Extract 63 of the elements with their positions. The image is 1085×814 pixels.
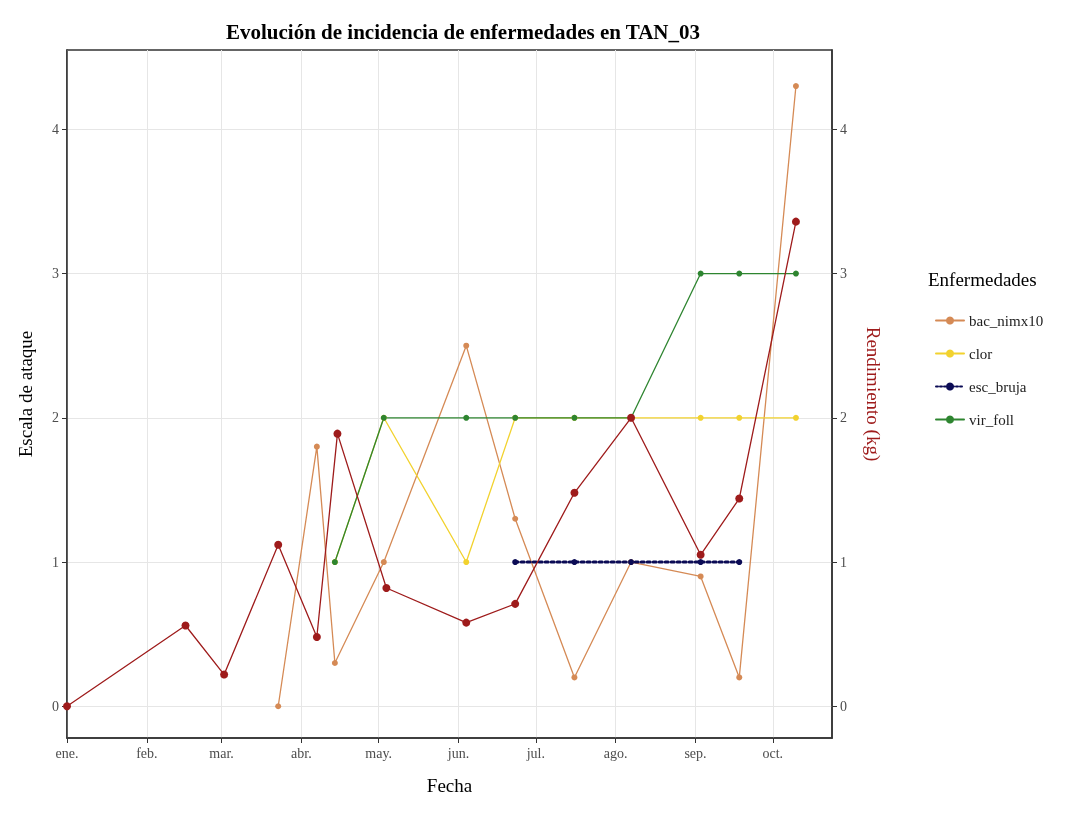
x-tick-label: feb. — [136, 745, 158, 761]
y2-tick-label: 4 — [840, 121, 847, 137]
point — [382, 584, 391, 592]
point — [792, 83, 799, 90]
point — [697, 573, 704, 580]
y-axis-title: Escala de ataque — [15, 330, 36, 458]
point — [791, 217, 800, 226]
point — [463, 342, 470, 349]
x-axis-title: Fecha — [426, 775, 473, 796]
legend-label: vir_foll — [969, 411, 1014, 428]
x-tick-label: ago. — [603, 745, 628, 761]
point — [274, 540, 283, 549]
legend-label: bac_nimx10 — [969, 312, 1044, 329]
x-tick-label: mar. — [209, 745, 234, 761]
point — [735, 494, 744, 503]
point — [313, 443, 320, 450]
point — [333, 429, 342, 438]
point — [463, 559, 470, 566]
point — [697, 559, 704, 566]
point — [736, 559, 743, 566]
point — [571, 674, 578, 681]
point — [312, 633, 321, 642]
point — [571, 559, 578, 566]
y-tick-label: 4 — [52, 121, 59, 137]
x-tick-label: sep. — [684, 745, 707, 761]
point — [736, 414, 743, 421]
y-tick-label: 1 — [52, 554, 59, 570]
y2-tick-label: 2 — [840, 410, 847, 426]
y2-axis-title: Rendimiento (kg) — [862, 326, 884, 462]
point — [792, 414, 799, 421]
point — [220, 670, 229, 679]
point — [697, 414, 704, 421]
chart-title: Evolución de incidencia de enfermedades en TAN_03 — [225, 19, 701, 44]
y-tick-label: 3 — [52, 266, 59, 282]
y2-tick-label: 1 — [840, 554, 847, 570]
y-tick-label: 2 — [52, 410, 59, 426]
point — [275, 703, 282, 710]
point — [697, 270, 704, 277]
x-tick-label: jun. — [446, 745, 470, 761]
point — [512, 559, 519, 566]
y-tick-label: 0 — [52, 698, 59, 714]
point — [511, 599, 520, 608]
x-tick-label: abr. — [291, 745, 312, 761]
legend-label: esc_bruja — [969, 378, 1027, 395]
point — [696, 550, 705, 559]
y2-tick-label: 0 — [840, 698, 847, 714]
point — [181, 621, 190, 630]
x-tick-label: ene. — [55, 745, 79, 761]
point — [462, 618, 471, 627]
point — [736, 674, 743, 681]
point — [463, 414, 470, 421]
x-tick-label: jul. — [525, 745, 545, 761]
point — [380, 559, 387, 566]
legend-title: Enfermedades — [928, 269, 1037, 290]
point — [512, 515, 519, 522]
x-tick-label: oct. — [762, 745, 784, 761]
point — [63, 702, 71, 711]
legend-label: clor — [969, 345, 993, 362]
point — [331, 660, 338, 666]
x-tick-label: may. — [365, 745, 393, 761]
y2-tick-label: 3 — [840, 266, 847, 282]
point — [570, 488, 579, 497]
point — [792, 270, 799, 277]
